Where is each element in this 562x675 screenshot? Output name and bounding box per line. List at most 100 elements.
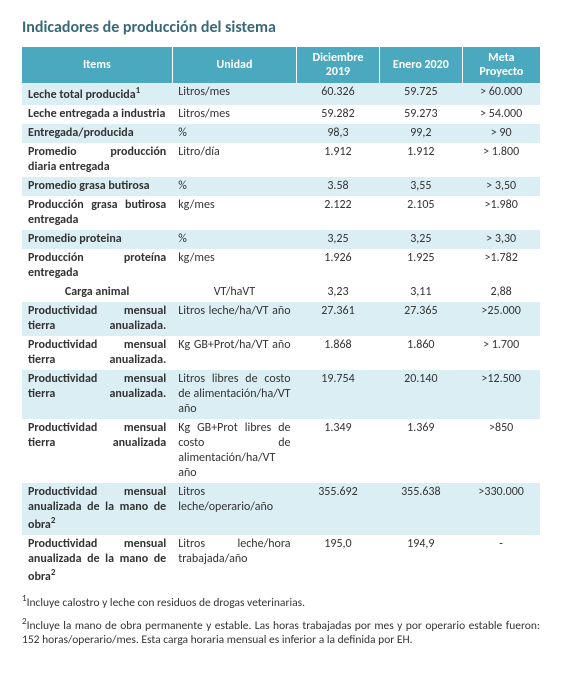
cell-meta: > 3,50: [462, 177, 540, 196]
cell-items: Producción proteína entregada: [22, 249, 172, 283]
cell-dec: 1.868: [297, 336, 380, 370]
cell-items: Entregada/producida: [22, 124, 172, 143]
cell-unit: Kg GB+Prot/ha/VT año: [172, 336, 296, 370]
cell-items-sup: 2: [51, 567, 56, 578]
cell-items: Productividad mensual tierra anualizada: [22, 419, 172, 483]
cell-ene: 59.725: [379, 83, 462, 105]
cell-items: Producción grasa butirosa entregada: [22, 196, 172, 230]
cell-dec: 3.58: [297, 177, 380, 196]
table-row: Productividad mensual tierra anualizada.…: [22, 336, 540, 370]
cell-unit: Litros libres de costo de alimentación/h…: [172, 370, 296, 419]
cell-unit: %: [172, 177, 296, 196]
cell-items: Promedio grasa butirosa: [22, 177, 172, 196]
cell-items-sup: 1: [136, 85, 141, 96]
cell-meta: > 54.000: [462, 105, 540, 124]
footnote-1: 1Incluye calostro y leche con residuos d…: [22, 593, 540, 610]
cell-items: Carga animal: [22, 283, 172, 302]
cell-dec: 98,3: [297, 124, 380, 143]
cell-items: Productividad mensual tierra anualizada.: [22, 302, 172, 336]
table-row: Productividad mensual tierra anualizada.…: [22, 370, 540, 419]
table-row: Productividad mensual tierra anualizada.…: [22, 302, 540, 336]
cell-unit: Litros leche/operario/año: [172, 483, 296, 535]
cell-items: Leche total producida1: [22, 83, 172, 105]
cell-ene: 1.369: [379, 419, 462, 483]
table-row: Promedio producción diaria entregadaLitr…: [22, 143, 540, 177]
cell-dec: 355.692: [297, 483, 380, 535]
table-row: Productividad mensual anualizada de la m…: [22, 483, 540, 535]
cell-dec: 60.326: [297, 83, 380, 105]
cell-meta: >1.980: [462, 196, 540, 230]
cell-ene: 3,55: [379, 177, 462, 196]
table-row: Promedio proteina%3,253,25> 3,30: [22, 230, 540, 249]
cell-unit: kg/mes: [172, 249, 296, 283]
col-items: Items: [22, 47, 172, 83]
cell-ene: 27.365: [379, 302, 462, 336]
page-title: Indicadores de producción del sistema: [22, 18, 540, 37]
cell-meta: >25.000: [462, 302, 540, 336]
cell-ene: 3,25: [379, 230, 462, 249]
cell-unit: %: [172, 230, 296, 249]
table-row: Leche entregada a industriaLitros/mes59.…: [22, 105, 540, 124]
cell-ene: 2.105: [379, 196, 462, 230]
cell-unit: kg/mes: [172, 196, 296, 230]
cell-items: Productividad mensual anualizada de la m…: [22, 483, 172, 535]
cell-dec: 27.361: [297, 302, 380, 336]
cell-ene: 20.140: [379, 370, 462, 419]
cell-dec: 1.349: [297, 419, 380, 483]
cell-meta: >12.500: [462, 370, 540, 419]
table-row: Entregada/producida%98,399,2> 90: [22, 124, 540, 143]
cell-unit: Litros leche/hora trabajada/año: [172, 535, 296, 587]
col-meta: Meta Proyecto: [462, 47, 540, 83]
cell-unit: Kg GB+Prot libres de costo de alimentaci…: [172, 419, 296, 483]
cell-meta: >1.782: [462, 249, 540, 283]
cell-ene: 355.638: [379, 483, 462, 535]
cell-meta: > 1.800: [462, 143, 540, 177]
cell-meta: > 1.700: [462, 336, 540, 370]
cell-items-sup: 2: [51, 515, 56, 526]
table-row: Producción proteína entregadakg/mes1.926…: [22, 249, 540, 283]
cell-unit: %: [172, 124, 296, 143]
cell-ene: 99,2: [379, 124, 462, 143]
cell-dec: 1.912: [297, 143, 380, 177]
cell-unit: VT/haVT: [172, 283, 296, 302]
col-ene2020: Enero 2020: [379, 47, 462, 83]
cell-ene: 1.860: [379, 336, 462, 370]
cell-meta: > 90: [462, 124, 540, 143]
footnote-2: 2Incluye la mano de obra permanente y es…: [22, 616, 540, 647]
cell-items: Promedio producción diaria entregada: [22, 143, 172, 177]
table-row: Promedio grasa butirosa%3.583,55> 3,50: [22, 177, 540, 196]
cell-ene: 194,9: [379, 535, 462, 587]
indicators-table: Items Unidad Diciembre 2019 Enero 2020 M…: [22, 47, 540, 587]
cell-items: Productividad mensual tierra anualizada.: [22, 370, 172, 419]
cell-unit: Litros/mes: [172, 105, 296, 124]
cell-dec: 19.754: [297, 370, 380, 419]
cell-ene: 59.273: [379, 105, 462, 124]
cell-ene: 1.925: [379, 249, 462, 283]
cell-unit: Litros leche/ha/VT año: [172, 302, 296, 336]
cell-meta: > 60.000: [462, 83, 540, 105]
cell-meta: >330.000: [462, 483, 540, 535]
cell-ene: 1.912: [379, 143, 462, 177]
cell-dec: 195,0: [297, 535, 380, 587]
table-row: Productividad mensual tierra anualizadaK…: [22, 419, 540, 483]
cell-dec: 1.926: [297, 249, 380, 283]
cell-ene: 3,11: [379, 283, 462, 302]
col-unidad: Unidad: [172, 47, 296, 83]
cell-items: Promedio proteina: [22, 230, 172, 249]
cell-items: Productividad mensual tierra anualizada.: [22, 336, 172, 370]
footnote-1-text: Incluye calostro y leche con residuos de…: [27, 596, 305, 610]
col-dic2019: Diciembre 2019: [297, 47, 380, 83]
table-row: Productividad mensual anualizada de la m…: [22, 535, 540, 587]
table-header-row: Items Unidad Diciembre 2019 Enero 2020 M…: [22, 47, 540, 83]
cell-unit: Litros/mes: [172, 83, 296, 105]
footnote-2-text: Incluye la mano de obra permanente y est…: [22, 619, 540, 647]
cell-meta: -: [462, 535, 540, 587]
cell-items: Leche entregada a industria: [22, 105, 172, 124]
cell-meta: 2,88: [462, 283, 540, 302]
cell-meta: >850: [462, 419, 540, 483]
cell-dec: 59.282: [297, 105, 380, 124]
cell-dec: 3,23: [297, 283, 380, 302]
cell-dec: 2.122: [297, 196, 380, 230]
cell-unit: Litro/día: [172, 143, 296, 177]
cell-dec: 3,25: [297, 230, 380, 249]
